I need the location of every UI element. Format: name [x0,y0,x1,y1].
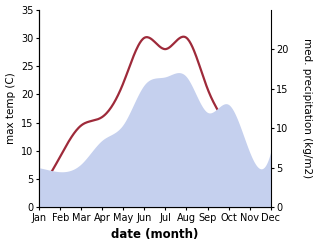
X-axis label: date (month): date (month) [111,228,198,242]
Y-axis label: max temp (C): max temp (C) [5,73,16,144]
Y-axis label: med. precipitation (kg/m2): med. precipitation (kg/m2) [302,38,313,179]
